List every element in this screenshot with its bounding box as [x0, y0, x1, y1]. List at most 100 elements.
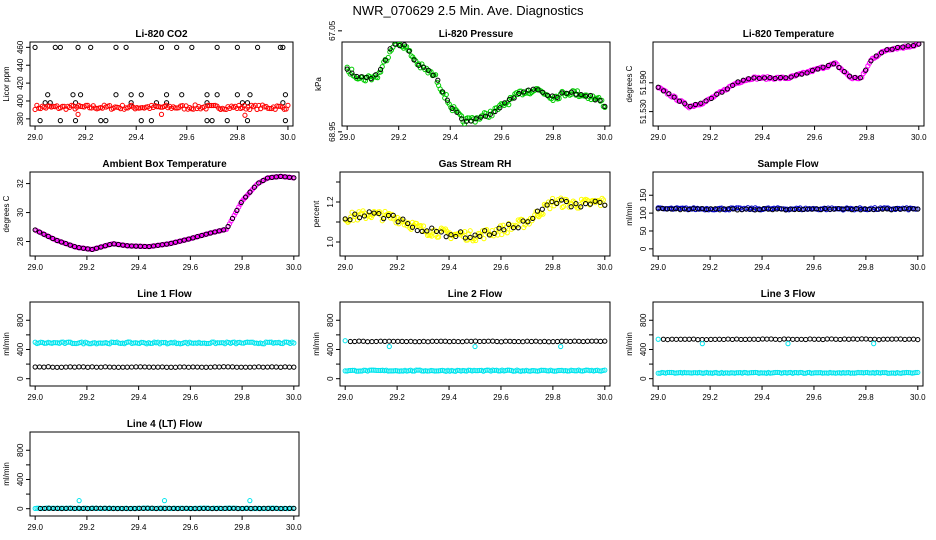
data-point — [602, 103, 608, 109]
y-tick-label: 380 — [16, 112, 25, 126]
data-point — [501, 227, 507, 233]
data-point — [660, 336, 666, 342]
panel-title: Line 3 Flow — [761, 289, 816, 300]
data-area — [32, 173, 297, 253]
y-tick-label: 0 — [16, 376, 25, 381]
x-tick-label: 29.8 — [546, 133, 562, 142]
x-tick-label: 29.0 — [650, 263, 666, 272]
data-point — [442, 338, 448, 344]
panel-line2: Line 2 Flow ml/min 0 400 800 29.0 29.2 29.4 29.6… — [312, 289, 613, 402]
data-point — [599, 97, 605, 103]
data-point — [781, 336, 787, 342]
panel-title: Sample Flow — [757, 159, 818, 170]
data-point — [853, 205, 859, 212]
data-point — [897, 336, 904, 342]
data-point — [554, 338, 560, 345]
data-point — [238, 364, 244, 370]
y-tick-label: 400 — [16, 342, 25, 356]
data-point — [755, 336, 761, 343]
data-point — [425, 67, 431, 73]
data-point — [204, 118, 210, 124]
data-point — [714, 91, 720, 97]
panel-title: Line 1 Flow — [137, 289, 192, 300]
data-point — [347, 338, 353, 345]
data-point — [449, 105, 455, 112]
data-point — [234, 207, 240, 214]
data-point — [894, 44, 901, 51]
data-point — [265, 105, 271, 111]
data-point — [515, 225, 521, 231]
data-point — [793, 72, 800, 78]
data-point — [67, 364, 73, 370]
data-point — [438, 229, 444, 235]
data-point — [439, 89, 446, 95]
panel-licor-temp: Li-820 Temperature degrees C 51.530 51.590 2… — [625, 29, 927, 142]
x-tick-label: 29.2 — [702, 393, 718, 402]
y-tick-label: 1.0 — [326, 236, 335, 248]
data-point — [269, 364, 275, 370]
data-point — [32, 44, 38, 50]
data-point — [578, 92, 584, 98]
data-point — [54, 364, 60, 370]
data-point — [545, 199, 552, 205]
data-point — [481, 338, 487, 344]
x-tick-label: 30.0 — [910, 393, 926, 402]
data-point — [58, 239, 65, 245]
data-point — [699, 336, 705, 343]
x-tick-label: 29.2 — [78, 133, 94, 142]
data-point — [906, 336, 912, 342]
data-point — [352, 213, 358, 219]
data-point — [159, 364, 165, 370]
data-point — [146, 364, 152, 370]
data-point — [692, 101, 699, 108]
data-point — [377, 338, 384, 344]
data-point — [229, 364, 236, 370]
data-point — [699, 341, 705, 347]
y-tick-label: 400 — [639, 342, 648, 356]
x-tick-label: 29.4 — [442, 133, 458, 142]
data-point — [655, 336, 661, 342]
data-point — [761, 75, 768, 81]
data-area — [344, 42, 608, 126]
data-point — [282, 118, 289, 124]
data-point — [499, 231, 505, 238]
data-point — [520, 339, 526, 345]
x-tick-label: 30.0 — [910, 263, 926, 272]
panel-co2: Li-820 CO2 Licor ppm 380 400 420 440 460 29.0 29… — [2, 29, 296, 142]
y-tick-label: 67.05 — [328, 20, 337, 41]
data-point — [205, 102, 211, 108]
panel-line3: Line 3 Flow ml/min 0 400 800 29.0 29.2 29.4 29.6… — [625, 289, 926, 402]
x-tick-label: 29.8 — [230, 133, 246, 142]
data-point — [203, 364, 209, 370]
data-point — [381, 216, 387, 222]
data-point — [724, 86, 730, 92]
data-point — [487, 111, 493, 117]
data-point — [387, 46, 393, 52]
data-area — [655, 205, 921, 213]
data-point — [703, 336, 710, 343]
data-point — [291, 505, 297, 511]
data-point — [409, 224, 416, 230]
data-point — [549, 93, 555, 99]
data-point — [486, 232, 493, 238]
data-point — [115, 364, 122, 370]
data-point — [578, 204, 584, 210]
x-tick-label: 29.2 — [391, 133, 407, 142]
data-point — [137, 364, 143, 370]
data-point — [424, 228, 430, 234]
data-area — [655, 336, 921, 376]
data-point — [494, 338, 500, 345]
data-point — [80, 364, 86, 370]
x-tick-label: 30.0 — [911, 133, 927, 142]
data-point — [831, 61, 837, 67]
data-point — [158, 44, 165, 50]
data-point — [576, 338, 582, 344]
data-point — [915, 206, 921, 212]
data-point — [36, 229, 43, 235]
series-sample — [342, 197, 608, 241]
series-sample — [655, 42, 922, 109]
data-point — [403, 338, 410, 345]
data-point — [525, 87, 532, 93]
data-point — [803, 336, 809, 343]
x-tick-label: 29.2 — [703, 133, 719, 142]
